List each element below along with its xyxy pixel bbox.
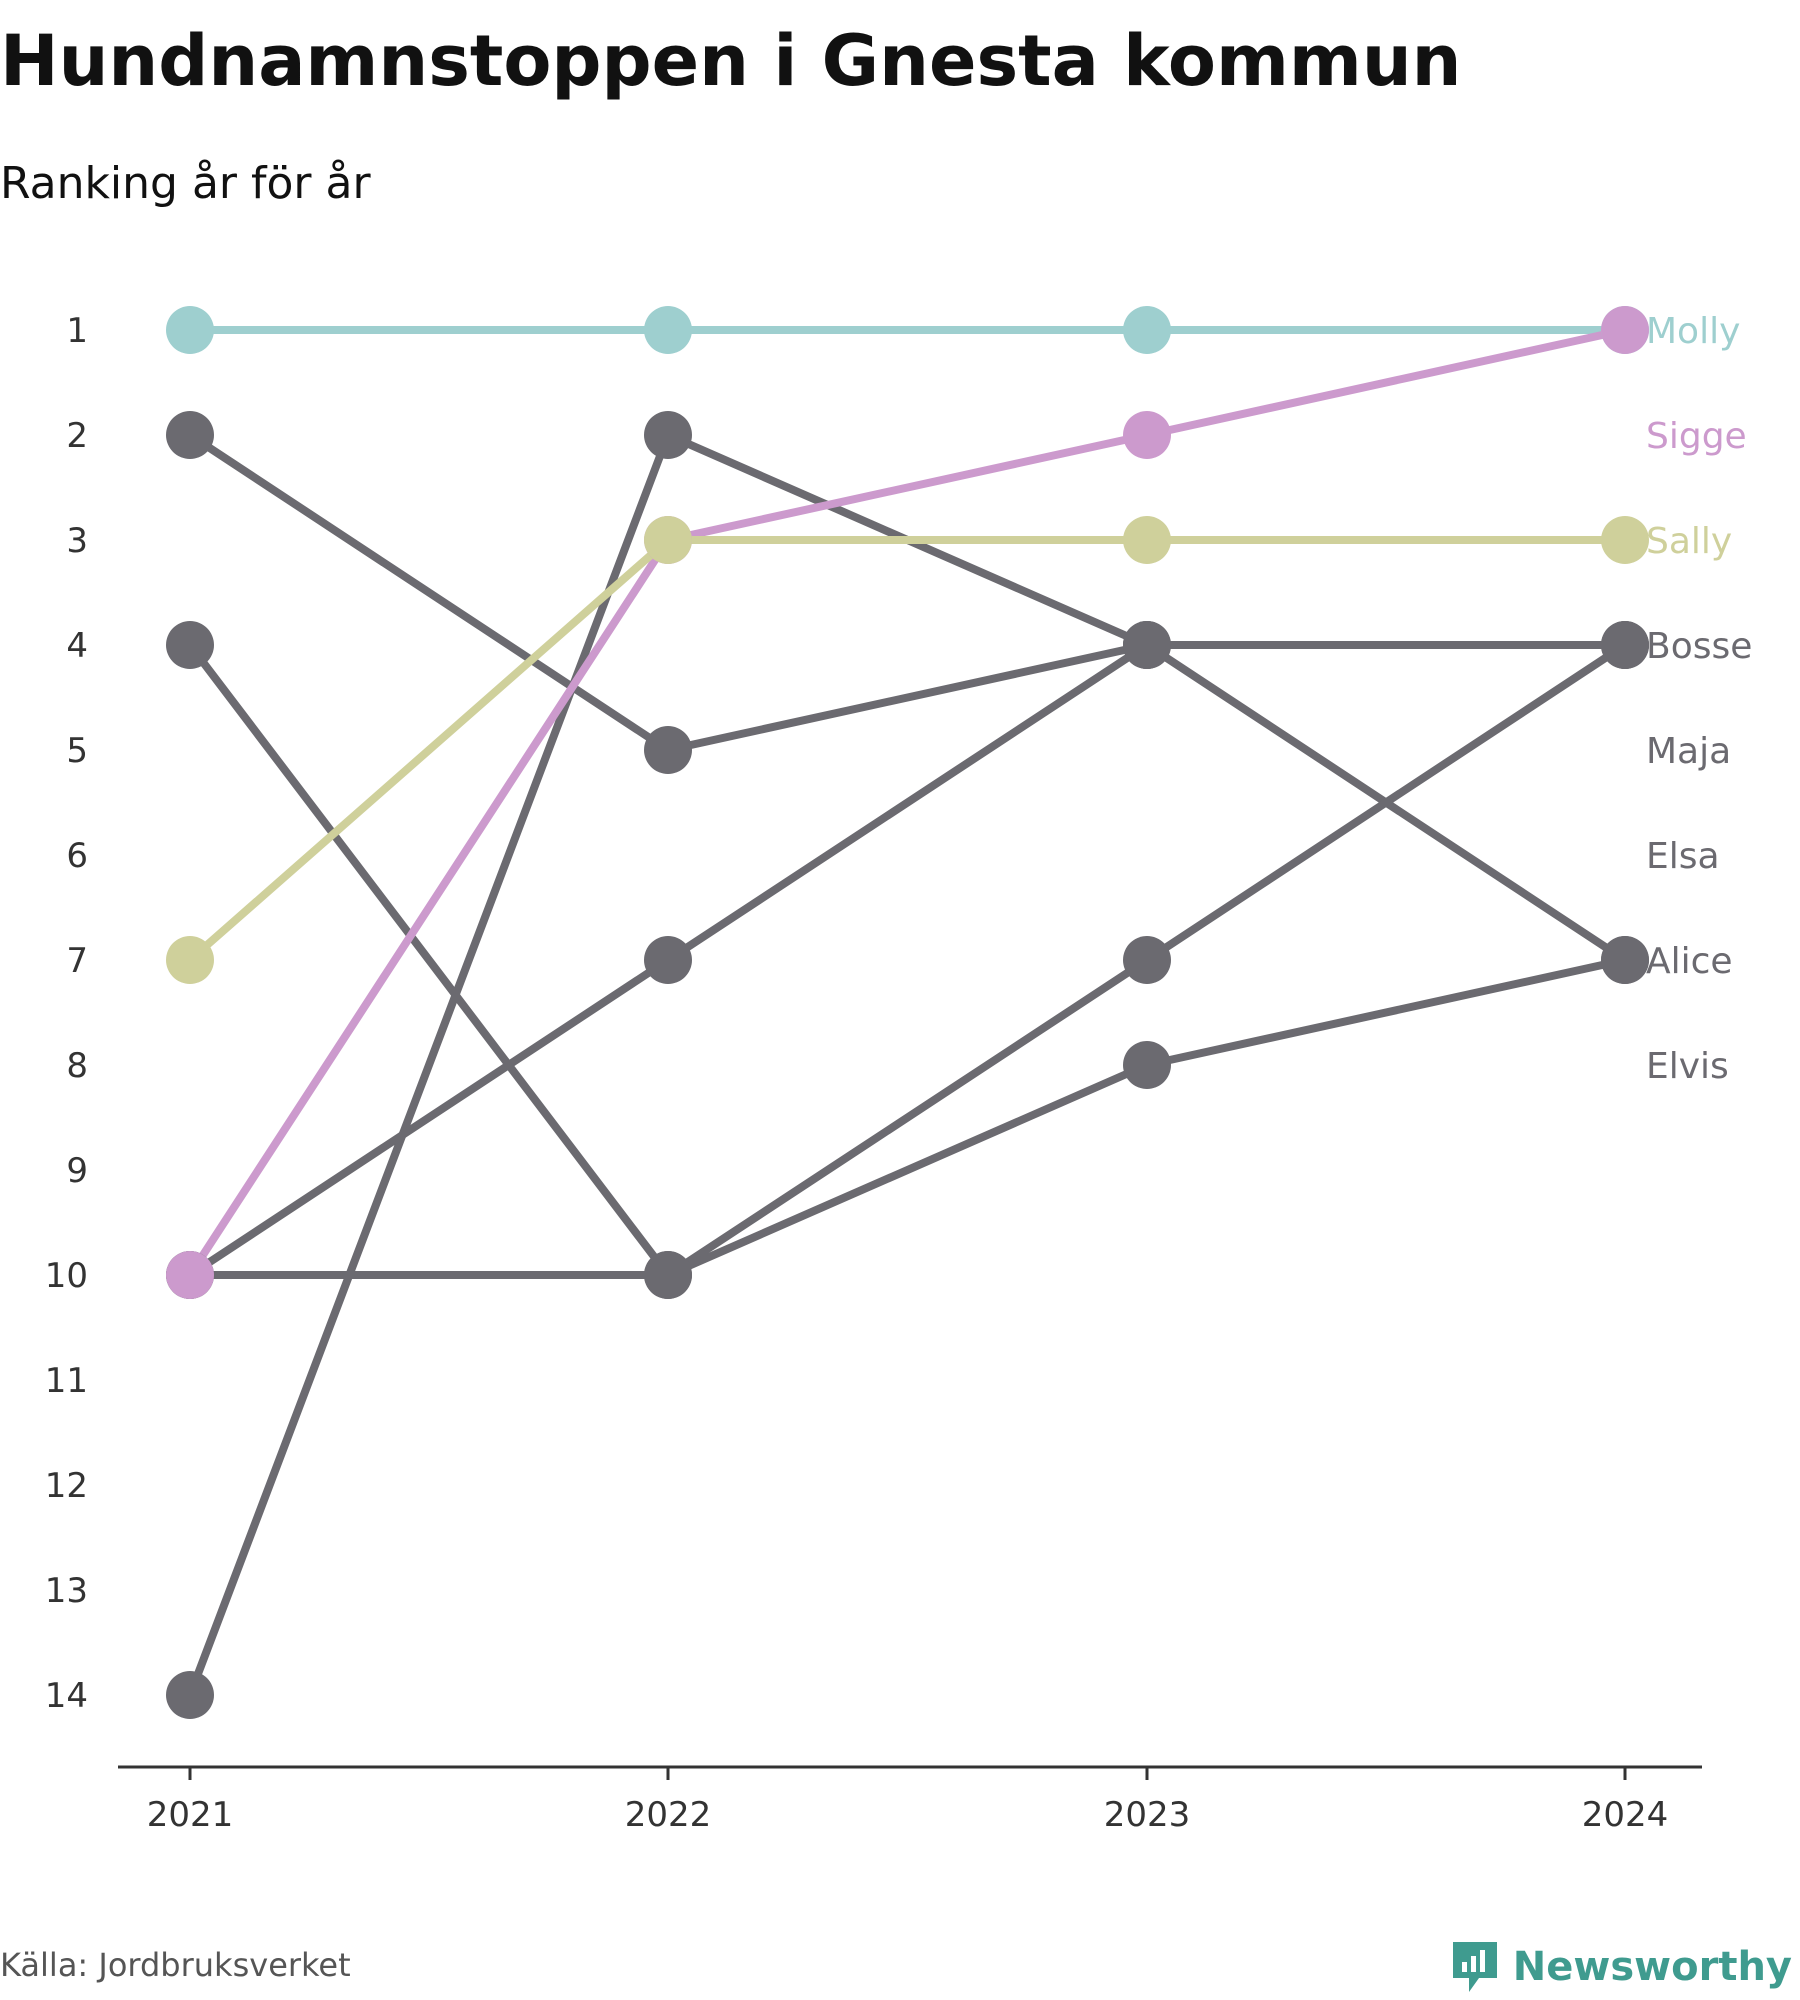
point-molly-2021 xyxy=(166,306,214,354)
y-tick-label: 12 xyxy=(45,1466,88,1506)
y-tick-label: 14 xyxy=(45,1676,88,1716)
y-tick-label: 13 xyxy=(45,1571,88,1611)
y-tick-label: 10 xyxy=(45,1256,88,1296)
point-elvis-2023 xyxy=(1123,1041,1171,1089)
point-alice-2024 xyxy=(1601,621,1649,669)
series-line-maja xyxy=(186,431,1629,1699)
series-line-sigge xyxy=(186,326,1629,1279)
point-molly-2023 xyxy=(1123,306,1171,354)
point-alice-2023 xyxy=(1123,936,1171,984)
highlight-lines xyxy=(186,326,1629,1279)
end-label-sigge: Sigge xyxy=(1646,416,1747,457)
point-bosse-2022 xyxy=(644,726,692,774)
point-sally-2023 xyxy=(1123,516,1171,564)
point-sigge-2021 xyxy=(166,1251,214,1299)
point-maja-2021 xyxy=(166,1671,214,1719)
series-line-alice xyxy=(186,641,1629,1279)
point-alice-2021 xyxy=(166,621,214,669)
point-bosse-2021 xyxy=(166,411,214,459)
y-tick-label: 4 xyxy=(66,626,88,666)
data-points xyxy=(166,306,1649,1719)
chart-subtitle: Ranking år för år xyxy=(0,158,371,209)
y-tick-label: 3 xyxy=(66,521,88,561)
end-label-elsa: Elsa xyxy=(1646,836,1720,877)
y-tick-label: 5 xyxy=(66,731,88,771)
x-tick-label: 2023 xyxy=(1104,1795,1191,1835)
series-line-bosse xyxy=(186,431,1629,754)
point-molly-2022 xyxy=(644,306,692,354)
point-sigge-2023 xyxy=(1123,411,1171,459)
end-label-sally: Sally xyxy=(1646,521,1732,562)
end-label-alice: Alice xyxy=(1646,941,1733,982)
y-tick-label: 2 xyxy=(66,416,88,456)
end-labels: Molly Sigge Sally Bosse Maja Elsa Alice Elvis xyxy=(1646,311,1752,1087)
series-line-elvis xyxy=(186,956,1629,1279)
y-tick-label: 9 xyxy=(66,1151,88,1191)
end-label-maja: Maja xyxy=(1646,731,1731,772)
end-label-bosse: Bosse xyxy=(1646,626,1752,667)
y-tick-label: 11 xyxy=(45,1361,88,1401)
point-sally-2022 xyxy=(644,516,692,564)
brand-logo: Newsworthy xyxy=(1449,1938,1792,1996)
y-tick-label: 1 xyxy=(66,311,88,351)
point-sally-2024 xyxy=(1601,516,1649,564)
series-line-elsa xyxy=(186,641,1629,1279)
point-elsa-2023 xyxy=(1123,621,1171,669)
point-elvis-2024 xyxy=(1601,936,1649,984)
newsworthy-logo-icon xyxy=(1452,1942,1497,1992)
x-tick-label: 2024 xyxy=(1582,1795,1669,1835)
point-maja-2022 xyxy=(644,411,692,459)
point-sally-2021 xyxy=(166,936,214,984)
series-line-sally xyxy=(186,536,1629,964)
x-axis: 2021 2022 2023 2024 xyxy=(118,1765,1702,1835)
x-tick-label: 2022 xyxy=(625,1795,712,1835)
end-label-elvis: Elvis xyxy=(1646,1046,1729,1087)
source-note: Källa: Jordbruksverket xyxy=(0,1946,351,1984)
gray-lines xyxy=(186,431,1629,1699)
brand-name: Newsworthy xyxy=(1512,1944,1792,1990)
y-tick-label: 7 xyxy=(66,941,88,981)
y-tick-label: 8 xyxy=(66,1046,88,1086)
x-tick-label: 2021 xyxy=(147,1795,234,1835)
chart-title: Hundnamnstoppen i Gnesta kommun xyxy=(0,20,1462,102)
end-label-molly: Molly xyxy=(1646,311,1740,352)
point-elvis-2022 xyxy=(644,1251,692,1299)
point-sigge-2024 xyxy=(1601,306,1649,354)
point-elsa-2022 xyxy=(644,936,692,984)
y-tick-label: 6 xyxy=(66,836,88,876)
